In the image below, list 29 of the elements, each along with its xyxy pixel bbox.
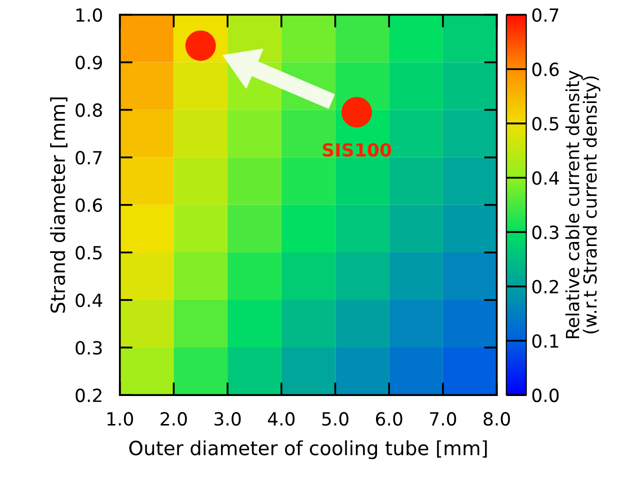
color-bar-label: 0.5 — [532, 116, 558, 131]
color-bar-label: 0.6 — [532, 62, 559, 76]
y-tick-label: 0.4 — [76, 293, 102, 308]
color-bar-label: 0.3 — [532, 226, 558, 240]
y-tick-label: 1.0 — [76, 8, 102, 22]
x-tick-label: 3.0 — [214, 412, 241, 426]
y-tick-label: 0.6 — [76, 198, 102, 212]
y-axis-title: Strand diameter [mm] — [50, 98, 68, 313]
color-bar-label: 0.1 — [532, 334, 558, 348]
color-bar-label: 0.2 — [532, 280, 558, 294]
color-bar-label: 0.7 — [532, 8, 558, 22]
x-tick-label: 6.0 — [376, 412, 402, 426]
x-axis-title: Outer diameter of cooling tube [mm] — [129, 440, 487, 460]
x-tick-label: 5.0 — [322, 412, 348, 426]
color-bar-title: Relative cable current density (w.r.t Strand current density) — [565, 70, 600, 338]
y-tick-label: 0.5 — [76, 246, 102, 260]
y-tick-label: 0.3 — [76, 340, 102, 355]
annotation: SIS100 — [322, 143, 392, 157]
color-bar-label: 0.0 — [532, 388, 559, 402]
x-tick-label: 8.0 — [484, 412, 510, 426]
x-tick-label: 4.0 — [268, 412, 295, 426]
y-tick-label: 0.8 — [76, 103, 102, 117]
x-tick-label: 2.0 — [160, 412, 187, 426]
y-tick-label: 0.7 — [76, 150, 102, 164]
y-tick-label: 0.2 — [76, 388, 102, 402]
y-tick-label: 0.9 — [76, 56, 102, 70]
color-bar-label: 0.4 — [532, 171, 559, 185]
x-tick-label: 1.0 — [107, 412, 134, 426]
x-tick-label: 7.0 — [430, 412, 456, 426]
